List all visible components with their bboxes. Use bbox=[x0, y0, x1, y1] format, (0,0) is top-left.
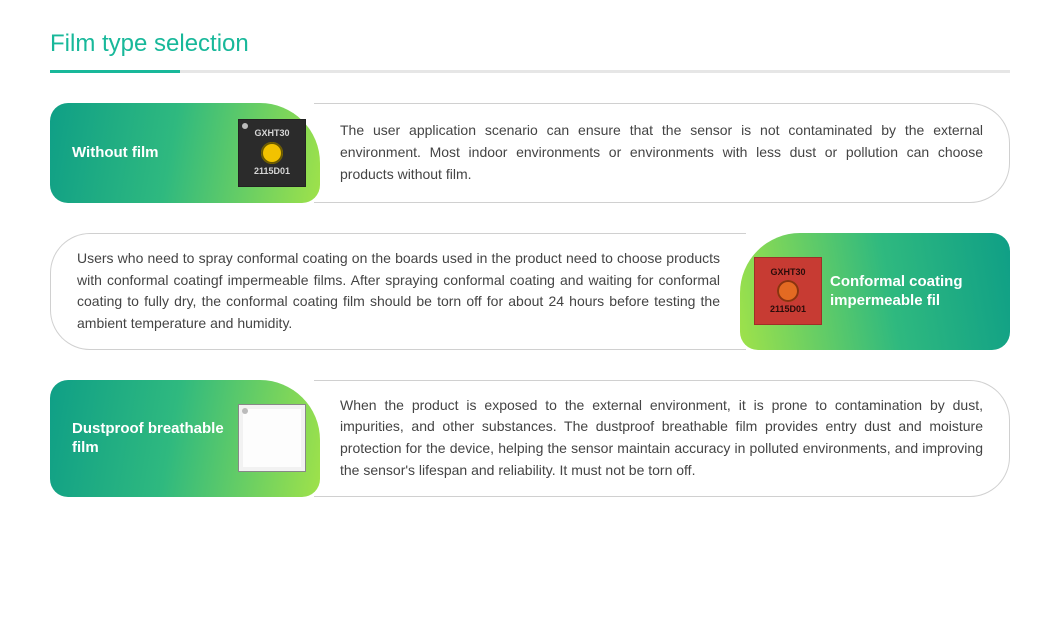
section-title: Film type selection bbox=[50, 30, 1010, 58]
film-description: When the product is exposed to the exter… bbox=[314, 380, 1010, 497]
chip-top-text: GXHT30 bbox=[254, 128, 289, 140]
film-row: Dustproof breathable film When the produc… bbox=[50, 380, 1010, 497]
film-tag: Conformal coating impermeable fil GXHT30 2… bbox=[740, 233, 1010, 350]
film-tag-label: Conformal coating impermeable fil bbox=[822, 272, 996, 311]
film-description: Users who need to spray conformal coatin… bbox=[50, 233, 746, 350]
chip-dot-icon bbox=[261, 142, 283, 164]
film-tag-label: Dustproof breathable film bbox=[64, 419, 238, 458]
sensor-chip-icon: GXHT30 2115D01 bbox=[238, 119, 306, 187]
film-tag-label: Without film bbox=[64, 143, 238, 163]
film-row: Conformal coating impermeable fil GXHT30 2… bbox=[50, 233, 1010, 350]
film-tag: Without film GXHT30 2115D01 bbox=[50, 103, 320, 203]
film-row: Without film GXHT30 2115D01 The user applic… bbox=[50, 103, 1010, 203]
chip-bottom-text: 2115D01 bbox=[770, 304, 806, 316]
film-tag: Dustproof breathable film bbox=[50, 380, 320, 497]
film-description: The user application scenario can ensure… bbox=[314, 103, 1010, 203]
title-underline bbox=[50, 70, 1010, 73]
sensor-chip-icon bbox=[238, 404, 306, 472]
chip-dot-icon bbox=[777, 280, 799, 302]
sensor-chip-icon: GXHT30 2115D01 bbox=[754, 257, 822, 325]
chip-bottom-text: 2115D01 bbox=[254, 166, 290, 178]
chip-top-text: GXHT30 bbox=[770, 267, 805, 279]
